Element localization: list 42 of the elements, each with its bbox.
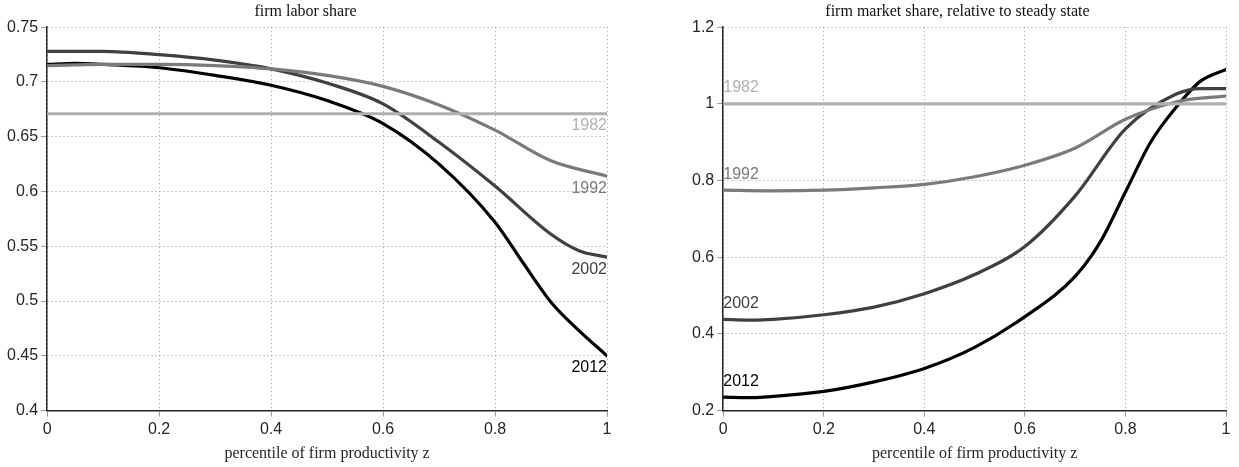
y-tick-label: 0.5 (15, 291, 39, 309)
x-tick-label: 0.4 (259, 419, 283, 437)
series-label: 1992 (723, 164, 759, 182)
series-label: 1992 (571, 178, 608, 196)
y-tick-label: 0.55 (7, 236, 39, 254)
series-label: 2012 (723, 371, 759, 389)
series-label: 2002 (723, 293, 759, 311)
x-tick-label: 0.2 (812, 419, 836, 437)
line-series (47, 62, 607, 178)
x-tick-label: 0.6 (371, 419, 395, 437)
y-tick-label: 0.6 (15, 181, 39, 199)
x-tick-label: 0.8 (1114, 419, 1137, 437)
line-series (47, 49, 607, 259)
y-tick-label: 0.7 (15, 72, 39, 90)
y-tick-label: 1.2 (691, 17, 715, 35)
line-series (723, 94, 1226, 193)
series-label: 2002 (571, 259, 608, 277)
x-tick-label: 1 (1221, 419, 1231, 437)
x-axis-title: percentile of firm productivity z (224, 443, 430, 462)
chart-title: firm labor share (254, 1, 357, 19)
y-tick-label: 0.75 (7, 17, 39, 35)
x-tick-label: 0.2 (147, 419, 171, 437)
y-tick-label: 0.4 (691, 324, 715, 342)
y-tick-label: 0.6 (691, 247, 715, 265)
y-tick-label: 0.45 (7, 346, 39, 364)
series-label: 2012 (571, 358, 608, 376)
series-label: 1982 (723, 78, 759, 96)
x-tick-label: 0 (42, 419, 52, 437)
chart-title: firm market share, relative to steady state (825, 1, 1090, 20)
y-tick-label: 0.8 (691, 170, 715, 188)
x-tick-label: 0.4 (913, 419, 936, 437)
y-tick-label: 0.2 (691, 401, 715, 419)
x-tick-label: 0.8 (483, 419, 507, 437)
x-axis-title: percentile of firm productivity z (871, 443, 1078, 462)
x-tick-label: 0.6 (1013, 419, 1037, 437)
line-series (723, 67, 1226, 400)
y-tick-label: 0.4 (15, 401, 39, 419)
series-label: 1982 (571, 116, 608, 134)
x-tick-label: 1 (602, 419, 612, 437)
y-tick-label: 0.65 (7, 127, 39, 145)
y-tick-label: 1 (705, 94, 715, 112)
x-tick-label: 0 (718, 419, 728, 437)
